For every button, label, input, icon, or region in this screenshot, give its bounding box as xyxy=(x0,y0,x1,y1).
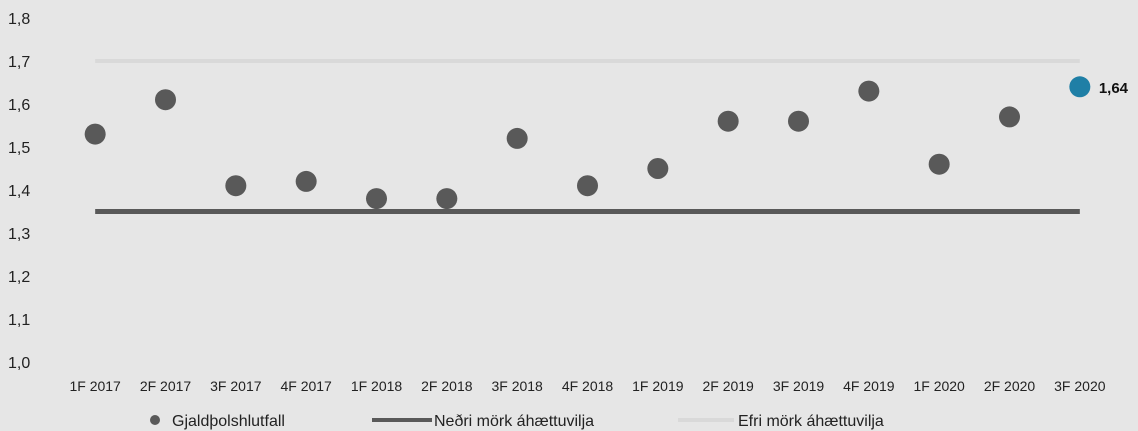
legend: Gjaldþolshlutfall Neðri mörk áhættuvilja E… xyxy=(150,413,884,430)
data-point xyxy=(436,188,458,210)
x-tick-label: 2F 2020 xyxy=(984,378,1036,394)
x-tick-label: 3F 2019 xyxy=(773,378,825,394)
y-axis-ticks: 1,0 1,1 1,2 1,3 1,4 1,5 1,6 1,7 1,8 xyxy=(8,11,30,372)
x-tick-label: 3F 2020 xyxy=(1054,378,1106,394)
x-tick-label: 1F 2018 xyxy=(351,378,403,394)
data-point xyxy=(366,188,387,210)
y-tick-label: 1,6 xyxy=(8,97,30,114)
y-tick-label: 1,1 xyxy=(8,312,30,329)
x-tick-label: 3F 2017 xyxy=(210,378,262,394)
y-tick-label: 1,7 xyxy=(8,54,30,71)
threshold-lines xyxy=(95,59,1080,214)
data-point xyxy=(506,127,528,149)
y-tick-label: 1,4 xyxy=(8,183,30,200)
data-point xyxy=(999,106,1020,128)
data-label: 1,64 xyxy=(1099,80,1129,97)
data-point xyxy=(1069,76,1091,98)
data-point xyxy=(225,175,247,197)
x-tick-label: 4F 2018 xyxy=(562,378,614,394)
x-tick-label: 1F 2019 xyxy=(632,378,684,394)
legend-label: Gjaldþolshlutfall xyxy=(172,413,285,430)
x-tick-label: 1F 2017 xyxy=(69,378,121,394)
data-point xyxy=(647,158,669,179)
legend-label: Efri mörk áhættuvilja xyxy=(738,413,884,430)
data-point xyxy=(717,110,739,132)
x-tick-label: 2F 2018 xyxy=(421,378,473,394)
y-tick-label: 1,2 xyxy=(8,269,30,286)
legend-marker-points xyxy=(150,415,160,425)
data-point xyxy=(577,175,598,197)
x-axis-ticks: 1F 2017 2F 2017 3F 2017 4F 2017 1F 2018 2F 20… xyxy=(69,378,1105,394)
x-tick-label: 1F 2020 xyxy=(913,378,965,394)
data-point xyxy=(295,170,317,192)
data-point xyxy=(84,123,106,145)
data-point xyxy=(788,110,809,132)
y-tick-label: 1,5 xyxy=(8,140,30,157)
data-point xyxy=(928,153,950,175)
data-point xyxy=(155,89,176,111)
x-tick-label: 2F 2017 xyxy=(140,378,192,394)
x-tick-label: 3F 2018 xyxy=(491,378,543,394)
data-labels: 1,64 xyxy=(1099,80,1129,97)
x-tick-label: 2F 2019 xyxy=(702,378,754,394)
y-tick-label: 1,3 xyxy=(8,226,30,243)
legend-label: Neðri mörk áhættuvilja xyxy=(434,413,594,430)
x-tick-label: 4F 2017 xyxy=(280,378,332,394)
data-point xyxy=(858,80,880,102)
x-tick-label: 4F 2019 xyxy=(843,378,895,394)
data-points xyxy=(84,76,1091,210)
y-tick-label: 1,8 xyxy=(8,11,30,28)
y-tick-label: 1,0 xyxy=(8,355,30,372)
